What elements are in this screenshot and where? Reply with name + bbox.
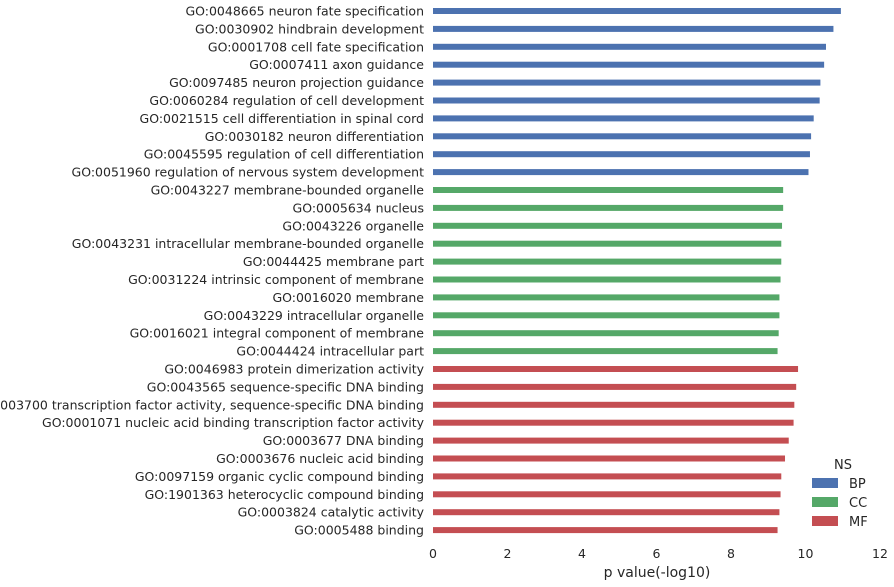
bar: [433, 419, 794, 426]
bar: [433, 43, 826, 50]
x-tick-label: 6: [653, 546, 661, 561]
bar: [433, 240, 782, 247]
category-label: GO:0007411 axon guidance: [249, 57, 424, 72]
category-label: GO:0048665 neuron fate specification: [185, 4, 424, 19]
legend-swatch: [812, 478, 838, 488]
category-label: GO:0030902 hindbrain development: [195, 21, 424, 36]
legend-swatch: [812, 497, 838, 507]
category-label: GO:0001071 nucleic acid binding transcri…: [42, 415, 425, 430]
legend-label: MF: [849, 515, 868, 530]
category-label: GO:0003677 DNA binding: [263, 433, 424, 448]
bar: [433, 151, 810, 158]
category-label: GO:0031224 intrinsic component of membra…: [128, 272, 424, 287]
category-label: GO:0044424 intracellular part: [236, 344, 424, 359]
bar: [433, 97, 820, 104]
bar: [433, 25, 834, 32]
x-ticks-layer: 0 2 4 6 8 10 12: [429, 546, 888, 561]
legend: NS BP CC MF: [812, 458, 868, 530]
x-tick-label: 10: [798, 546, 814, 561]
legend-label: BP: [849, 477, 866, 492]
category-label: GO:0043227 membrane-bounded organelle: [151, 183, 425, 198]
legend-entries: BP CC MF: [812, 477, 868, 530]
bar: [433, 383, 797, 390]
x-axis-label: p value(-log10): [604, 565, 711, 581]
category-label: GO:1901363 heterocyclic compound binding: [145, 487, 424, 502]
category-label: GO:0003700 transcription factor activity…: [0, 397, 424, 412]
bar: [433, 437, 789, 444]
category-label: GO:0043565 sequence-specific DNA binding: [147, 379, 424, 394]
category-label: GO:0005634 nucleus: [293, 200, 424, 215]
bar: [433, 169, 809, 176]
category-label: GO:0097159 organic cyclic compound bindi…: [135, 469, 424, 484]
legend-swatch: [812, 516, 838, 526]
category-label: GO:0003676 nucleic acid binding: [216, 451, 424, 466]
bar: [433, 330, 779, 337]
bar: [433, 401, 795, 408]
x-tick-label: 2: [504, 546, 512, 561]
bar: [433, 79, 821, 86]
bar: [433, 294, 780, 301]
category-label: GO:0001708 cell fate specification: [208, 39, 424, 54]
category-label: GO:0045595 regulation of cell differenti…: [144, 147, 424, 162]
category-label: GO:0097485 neuron projection guidance: [169, 75, 424, 90]
x-tick-label: 4: [578, 546, 586, 561]
x-tick-label: 0: [429, 546, 437, 561]
bar: [433, 455, 786, 462]
category-label: GO:0016020 membrane: [272, 290, 424, 305]
category-label: GO:0005488 binding: [294, 523, 424, 538]
category-label: GO:0021515 cell differentiation in spina…: [140, 111, 424, 126]
category-label: GO:0060284 regulation of cell developmen…: [149, 93, 424, 108]
bar: [433, 491, 781, 498]
category-label: GO:0044425 membrane part: [243, 254, 424, 269]
legend-label: CC: [849, 496, 867, 511]
bar: [433, 527, 778, 534]
category-label: GO:0043229 intracellular organelle: [204, 308, 425, 323]
legend-title: NS: [834, 458, 852, 473]
bar: [433, 187, 784, 193]
category-labels-layer: GO:0048665 neuron fate specification GO:0…: [0, 4, 425, 538]
bars-layer: [433, 8, 841, 534]
category-label: GO:0051960 regulation of nervous system …: [72, 165, 425, 180]
category-label: GO:0046983 protein dimerization activity: [164, 362, 424, 377]
category-label: GO:0043226 organelle: [282, 218, 424, 233]
bar: [433, 8, 841, 14]
bar: [433, 509, 780, 516]
bar: [433, 312, 780, 319]
bar: [433, 115, 814, 122]
category-label: GO:0016021 integral component of membran…: [130, 326, 425, 341]
bar: [433, 61, 825, 68]
bar: [433, 366, 799, 372]
bar: [433, 204, 784, 211]
x-tick-label: 8: [727, 546, 735, 561]
category-label: GO:0043231 intracellular membrane-bounde…: [72, 236, 425, 251]
category-label: GO:0003824 catalytic activity: [238, 505, 425, 520]
bar: [433, 222, 783, 229]
bar: [433, 276, 781, 283]
bar: [433, 473, 782, 480]
bar: [433, 133, 812, 140]
x-tick-label: 12: [872, 546, 888, 561]
bar: [433, 258, 782, 265]
bar: [433, 348, 778, 355]
category-label: GO:0030182 neuron differentiation: [205, 129, 424, 144]
